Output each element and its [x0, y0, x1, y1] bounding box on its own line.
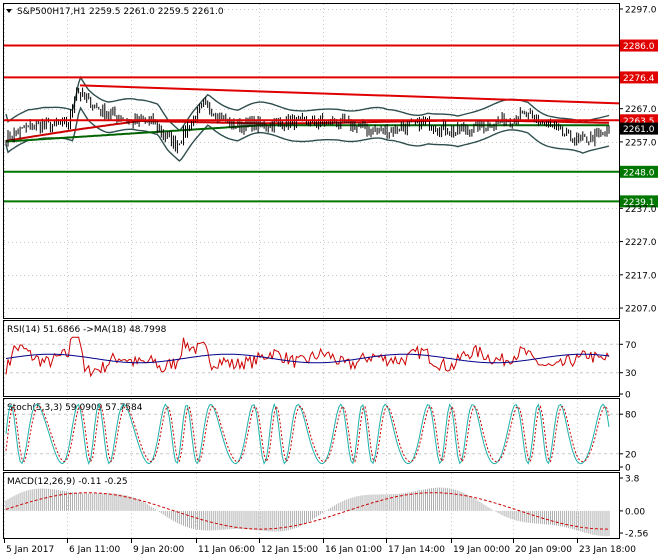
stoch-signal-line: [5, 404, 610, 463]
ohlc-values: 2259.5 2261.0 2259.5 2261.0: [89, 7, 224, 17]
osc-tick-label: -2.56: [625, 530, 649, 540]
main-header: S&P500H17,H1 2259.5 2261.0 2259.5 2261.0: [6, 7, 224, 17]
price-tick-label: 2227.0: [625, 238, 657, 248]
time-label: 12 Jan 15:00: [261, 545, 318, 555]
level-tag: [620, 195, 658, 208]
current-price-label: 2261.0: [623, 125, 655, 135]
rsi-series: [4, 336, 619, 378]
osc-tick-label: 0: [625, 464, 631, 474]
stoch-label: Stoch(5,3,3) 59.0909 57.7584: [7, 403, 143, 413]
price-tick-label: 2297.0: [625, 5, 657, 15]
osc-tick-label: 30: [625, 369, 637, 379]
rsi-ma-line: [5, 353, 610, 364]
macd-axis: 3.8 0.00 -2.56: [619, 475, 649, 540]
osc-tick-label: 70: [625, 341, 637, 351]
bollinger-lower-band: [5, 106, 610, 162]
price-tick-label: 2237.0: [625, 205, 657, 215]
stoch-header: Stoch(5,3,3) 59.0909 57.7584: [7, 403, 143, 413]
dropdown-triangle-icon[interactable]: [6, 9, 12, 13]
macd-signal-line: [5, 492, 609, 530]
time-axis: 5 Jan 2017 6 Jan 11:00 9 Jan 20:00 11 Jan 0…: [4, 539, 636, 555]
time-label: 23 Jan 18:00: [579, 545, 636, 555]
price-tick-label: 2267.0: [625, 105, 657, 115]
osc-tick-label: 80: [625, 411, 637, 421]
time-label: 5 Jan 2017: [6, 545, 54, 555]
trendline[interactable]: [79, 84, 620, 105]
macd-pane-frame: [3, 472, 620, 539]
stoch-main-line: [5, 402, 610, 466]
stoch-series: [4, 402, 619, 466]
level-tag: [620, 39, 658, 52]
grid-lines: [4, 4, 619, 538]
time-label: 9 Jan 20:00: [133, 545, 185, 555]
current-price-tag: [620, 122, 658, 135]
macd-header: MACD(12,26,9) -0.11 -0.25: [7, 477, 128, 487]
time-label: 19 Jan 00:00: [453, 545, 510, 555]
level-label: 2276.4: [623, 74, 655, 84]
level-tag: [620, 71, 658, 84]
osc-tick-label: 0: [625, 391, 631, 401]
level-label: 2286.0: [623, 42, 655, 52]
rsi-label: RSI(14) 51.6866 ->MA(18) 48.7998: [7, 325, 167, 335]
level-label: 2239.1: [623, 198, 655, 208]
level-label: 2248.0: [623, 168, 655, 178]
osc-tick-label: 3.8: [625, 475, 640, 485]
moving-average-green: [5, 124, 609, 143]
symbol-label: S&P500H17,H1: [17, 7, 86, 17]
price-tick-label: 2217.0: [625, 271, 657, 281]
rsi-header: RSI(14) 51.6866 ->MA(18) 48.7998: [7, 325, 167, 335]
macd-series: [5, 487, 610, 537]
osc-tick-label: 0.00: [625, 507, 645, 517]
price-axis: 2297.0 2267.0 2257.0 2237.0 2227.0 2217.0 2207…: [619, 5, 657, 315]
time-label: 6 Jan 11:00: [69, 545, 121, 555]
main-pane-frame: [3, 3, 620, 319]
price-tick-label: 2257.0: [625, 138, 657, 148]
rsi-axis: 70 30 0: [619, 341, 637, 401]
level-label: 2263.5: [623, 117, 655, 127]
time-label: 17 Jan 14:00: [388, 545, 445, 555]
time-label: 11 Jan 06:00: [198, 545, 255, 555]
macd-label: MACD(12,26,9) -0.11 -0.25: [7, 477, 128, 487]
time-label: 16 Jan 01:00: [325, 545, 382, 555]
level-tag: [620, 165, 658, 178]
time-label: 20 Jan 09:00: [515, 545, 572, 555]
horizontal-levels[interactable]: 2286.0 2276.4 2263.5 2248.0 2239.1 2261.0: [4, 39, 658, 208]
price-tick-label: 2207.0: [625, 305, 657, 315]
stoch-axis: 80 20 0: [619, 411, 637, 474]
osc-tick-label: 20: [625, 450, 637, 460]
